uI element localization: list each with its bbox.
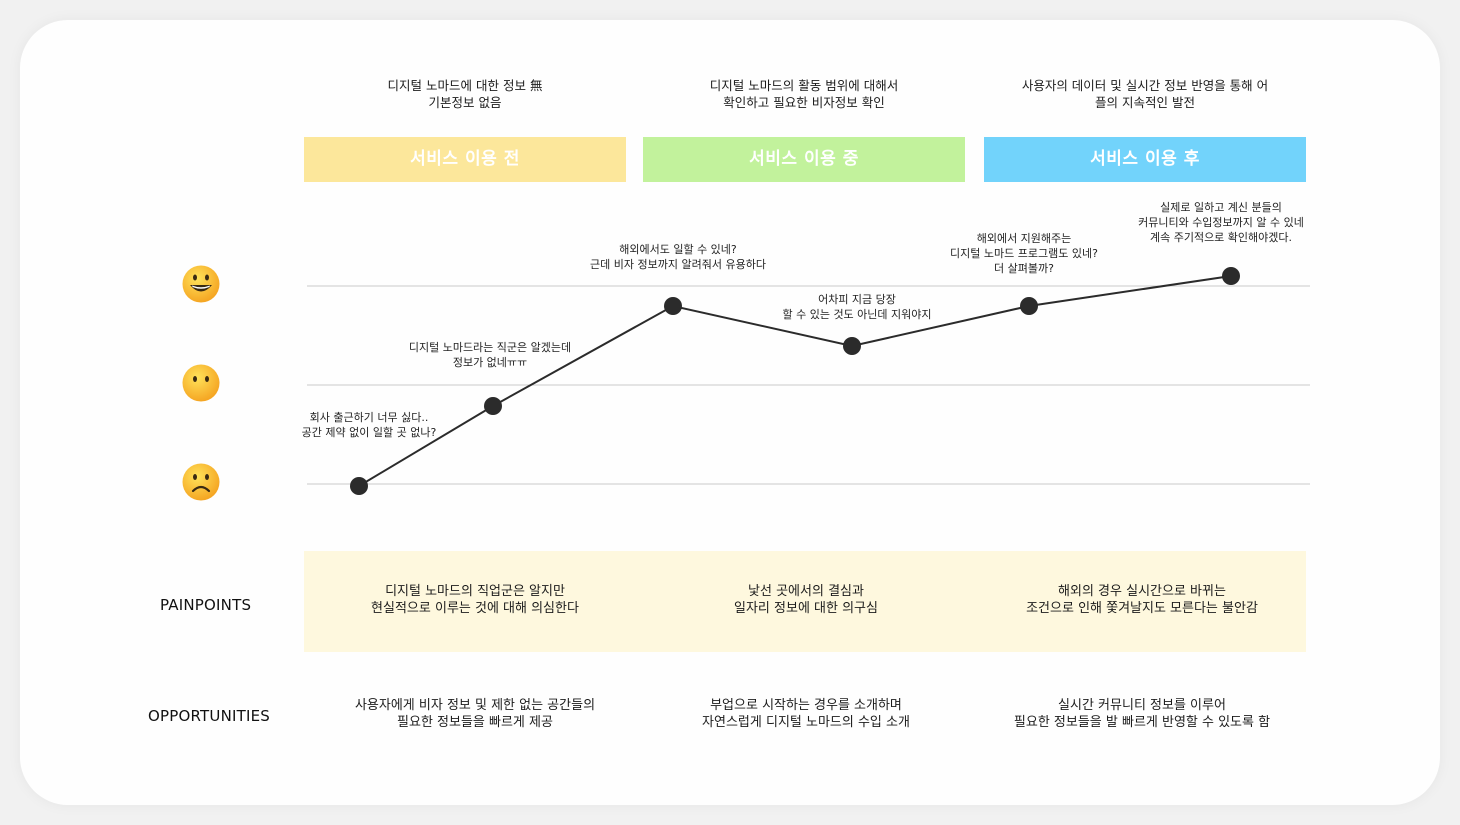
painpoints-label: PAINPOINTS xyxy=(160,596,252,614)
phase-description-after: 사용자의 데이터 및 실시간 정보 반영을 통해 어 플의 지속적인 발전 xyxy=(1021,78,1269,110)
phase-header-before: 서비스 이용 전 xyxy=(304,137,626,182)
sad-face-icon xyxy=(182,463,220,501)
phase-header-during: 서비스 이용 중 xyxy=(643,137,965,182)
journey-point-note-2: 디지털 노마드라는 직군은 알겠는데 정보가 없네ㅠㅠ xyxy=(408,341,572,369)
painpoints-band xyxy=(304,551,1306,652)
journey-point-note-6: 실제로 일하고 계신 분들의 커뮤니티와 수입정보까지 알 수 있네 계속 주기… xyxy=(1138,201,1304,244)
journey-point-5 xyxy=(1020,297,1038,315)
emotion-journey-chart xyxy=(307,267,1310,495)
painpoint-after: 해외의 경우 실시간으로 바뀌는 조건으로 인해 쫓겨날지도 모른다는 불안감 xyxy=(1026,584,1258,616)
journey-point-note-1: 회사 출근하기 너무 싫다.. 공간 제약 없이 일할 곳 없나? xyxy=(301,411,437,439)
journey-point-note-5: 해외에서 지원해주는 디지털 노마드 프로그램도 있네? 더 살펴볼까? xyxy=(950,232,1098,275)
opportunity-after: 실시간 커뮤니티 정보를 이루어 필요한 정보들을 발 빠르게 반영할 수 있도… xyxy=(1013,698,1271,730)
journey-point-note-3: 해외에서도 일할 수 있네? 근데 비자 정보까지 알려줘서 유용하다 xyxy=(590,243,766,271)
journey-point-2 xyxy=(484,397,502,415)
journey-point-note-4: 어차피 지금 당장 할 수 있는 것도 아닌데 지워야지 xyxy=(782,293,932,321)
painpoint-during: 낯선 곳에서의 결심과 일자리 정보에 대한 의구심 xyxy=(734,584,878,616)
journey-point-3 xyxy=(664,297,682,315)
phase-description-before: 디지털 노마드에 대한 정보 無 기본정보 없음 xyxy=(387,78,543,110)
phase-header-after: 서비스 이용 후 xyxy=(984,137,1306,182)
journey-point-4 xyxy=(843,337,861,355)
opportunity-before: 사용자에게 비자 정보 및 제한 없는 공간들의 필요한 정보들을 빠르게 제공 xyxy=(354,698,596,730)
opportunity-during: 부업으로 시작하는 경우를 소개하며 자연스럽게 디지털 노마드의 수입 소개 xyxy=(702,698,910,730)
journey-point-6 xyxy=(1222,267,1240,285)
happy-face-icon xyxy=(182,265,220,303)
phase-description-during: 디지털 노마드의 활동 범위에 대해서 확인하고 필요한 비자정보 확인 xyxy=(709,78,899,110)
journey-point-1 xyxy=(350,477,368,495)
emotion-journey-line xyxy=(358,275,1232,487)
painpoint-before: 디지털 노마드의 직업군은 알지만 현실적으로 이루는 것에 대해 의심한다 xyxy=(371,584,579,616)
neutral-face-icon xyxy=(182,364,220,402)
opportunities-label: OPPORTUNITIES xyxy=(148,707,271,725)
